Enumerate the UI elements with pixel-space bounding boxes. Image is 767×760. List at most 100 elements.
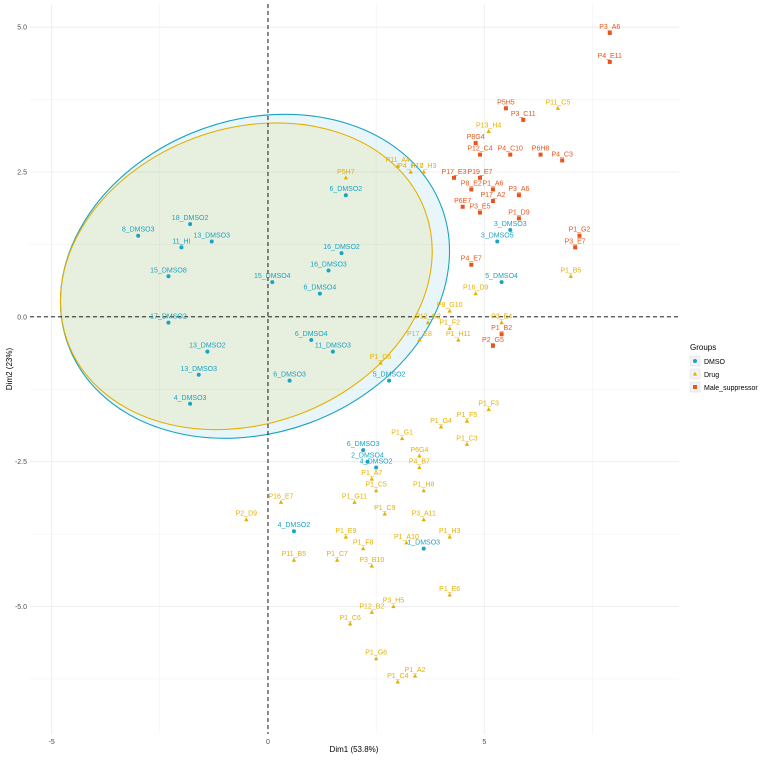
y-tick-label: -2.5 bbox=[15, 459, 27, 466]
point-male-suppressor bbox=[577, 233, 582, 238]
axis-ticks: -5 0 5 -5.0 -2.5 0.0 2.5 5.0 bbox=[15, 25, 486, 746]
point-label: 6_DMSO3 bbox=[273, 372, 306, 379]
point-label: P12_C4 bbox=[467, 146, 492, 153]
point-drug bbox=[464, 418, 470, 423]
point-dmso bbox=[499, 280, 504, 285]
point-label: P1_C6 bbox=[370, 354, 392, 361]
point-drug bbox=[352, 499, 357, 504]
legend-label-drug: Drug bbox=[704, 372, 719, 379]
point-male-suppressor bbox=[477, 210, 482, 215]
y-tick-label: 5.0 bbox=[17, 25, 27, 32]
point-label: P4_B7 bbox=[409, 458, 430, 465]
point-drug bbox=[447, 326, 452, 331]
point-drug bbox=[347, 621, 353, 626]
point-label: P1_F5 bbox=[457, 412, 478, 419]
legend-title: Groups bbox=[690, 343, 716, 352]
y-tick-label: 2.5 bbox=[17, 170, 27, 177]
y-tick-label: -5.0 bbox=[15, 604, 27, 611]
point-label: P1_F2 bbox=[439, 319, 460, 326]
point-dmso bbox=[508, 227, 513, 232]
point-drug bbox=[343, 534, 349, 539]
point-label: P1_G1 bbox=[391, 430, 413, 437]
point-label: P1_B2 bbox=[491, 325, 512, 332]
point-label: 16_DMSO2 bbox=[323, 244, 360, 251]
point-male-suppressor bbox=[607, 59, 612, 64]
ellipse-dmso bbox=[59, 113, 451, 439]
y-axis-title: Dim2 (23%) bbox=[5, 348, 14, 391]
point-label: 13_DMSO2 bbox=[189, 343, 226, 350]
point-drug bbox=[395, 163, 400, 168]
point-label: P16_E7 bbox=[268, 493, 293, 500]
legend: Groups DMSO Drug Male_suppressor bbox=[689, 343, 758, 393]
point-drug bbox=[447, 592, 452, 597]
point-drug bbox=[447, 308, 452, 313]
y-tick-label: 0.0 bbox=[17, 314, 27, 321]
point-label: 6_DMSO4 bbox=[295, 331, 328, 338]
point-label: P1_H11 bbox=[446, 331, 471, 338]
point-male-suppressor bbox=[516, 216, 521, 221]
point-label: P2_G5 bbox=[482, 337, 504, 344]
point-dmso bbox=[166, 274, 171, 279]
point-drug bbox=[464, 441, 470, 446]
point-male-suppressor bbox=[499, 332, 504, 337]
point-label: P11_A4 bbox=[386, 157, 410, 164]
point-dmso bbox=[343, 193, 348, 198]
point-label: P1_C9 bbox=[374, 505, 396, 512]
point-label: 5_DMSO2 bbox=[373, 372, 406, 379]
point-male-suppressor bbox=[477, 175, 482, 180]
point-dmso bbox=[270, 280, 275, 285]
point-dmso bbox=[179, 245, 184, 250]
point-drug bbox=[369, 476, 375, 481]
point-label: 3_DMSO3 bbox=[494, 221, 527, 228]
point-drug bbox=[369, 563, 375, 568]
point-label: P3_A6 bbox=[599, 24, 620, 31]
point-label: P3_E4 bbox=[491, 314, 512, 321]
point-label: 6_DMSO2 bbox=[330, 186, 363, 193]
point-drug bbox=[360, 546, 366, 551]
point-male-suppressor bbox=[452, 175, 457, 180]
point-label: 3_DMSO5 bbox=[481, 233, 514, 240]
point-drug bbox=[447, 534, 452, 539]
reference-lines bbox=[30, 4, 679, 734]
point-label: P1_D9 bbox=[508, 209, 530, 216]
point-label: P1_C4 bbox=[387, 673, 409, 680]
point-drug bbox=[334, 557, 340, 562]
point-drug bbox=[499, 320, 504, 325]
point-label: P3_H5 bbox=[383, 598, 405, 605]
data-points bbox=[136, 30, 612, 684]
x-tick-label: 0 bbox=[266, 739, 270, 746]
point-label: P1_B5 bbox=[560, 267, 581, 274]
legend-marker-dmso bbox=[693, 359, 697, 363]
point-male-suppressor bbox=[508, 152, 513, 157]
point-male-suppressor bbox=[490, 187, 495, 192]
point-label: P3_E5 bbox=[469, 204, 490, 211]
point-drug bbox=[555, 105, 561, 110]
point-label: P4_E11 bbox=[598, 53, 622, 60]
point-dmso bbox=[188, 222, 193, 227]
point-label: P4_C3 bbox=[551, 151, 573, 158]
point-label: P1_E6 bbox=[439, 586, 460, 593]
point-male-suppressor bbox=[516, 193, 521, 198]
ellipse-drug bbox=[59, 122, 433, 431]
point-label: 15_DMSO4 bbox=[254, 273, 291, 280]
point-label: 1_DMSO3 bbox=[407, 540, 440, 547]
point-male-suppressor bbox=[490, 198, 495, 203]
point-label: P4_H10 bbox=[398, 163, 423, 170]
point-label: 17_DMSO2 bbox=[150, 314, 187, 321]
point-male-suppressor bbox=[473, 141, 478, 146]
point-male-suppressor bbox=[490, 343, 495, 348]
point-label: P1_G11 bbox=[342, 493, 367, 500]
point-drug bbox=[291, 557, 297, 562]
point-label: P12_G2 bbox=[415, 314, 441, 321]
point-drug bbox=[382, 511, 387, 516]
point-label: P1_A10 bbox=[394, 534, 419, 541]
point-dmso bbox=[136, 233, 141, 238]
point-label: 16_DMSO3 bbox=[310, 262, 347, 269]
point-label: 4_DMSO2 bbox=[278, 522, 311, 529]
point-label: P1_E9 bbox=[335, 528, 356, 535]
point-label: P1_C7 bbox=[326, 551, 348, 558]
point-dmso bbox=[365, 459, 370, 464]
x-tick-label: 5 bbox=[482, 739, 486, 746]
point-dmso bbox=[287, 378, 292, 383]
point-label: P1_F3 bbox=[478, 401, 499, 408]
